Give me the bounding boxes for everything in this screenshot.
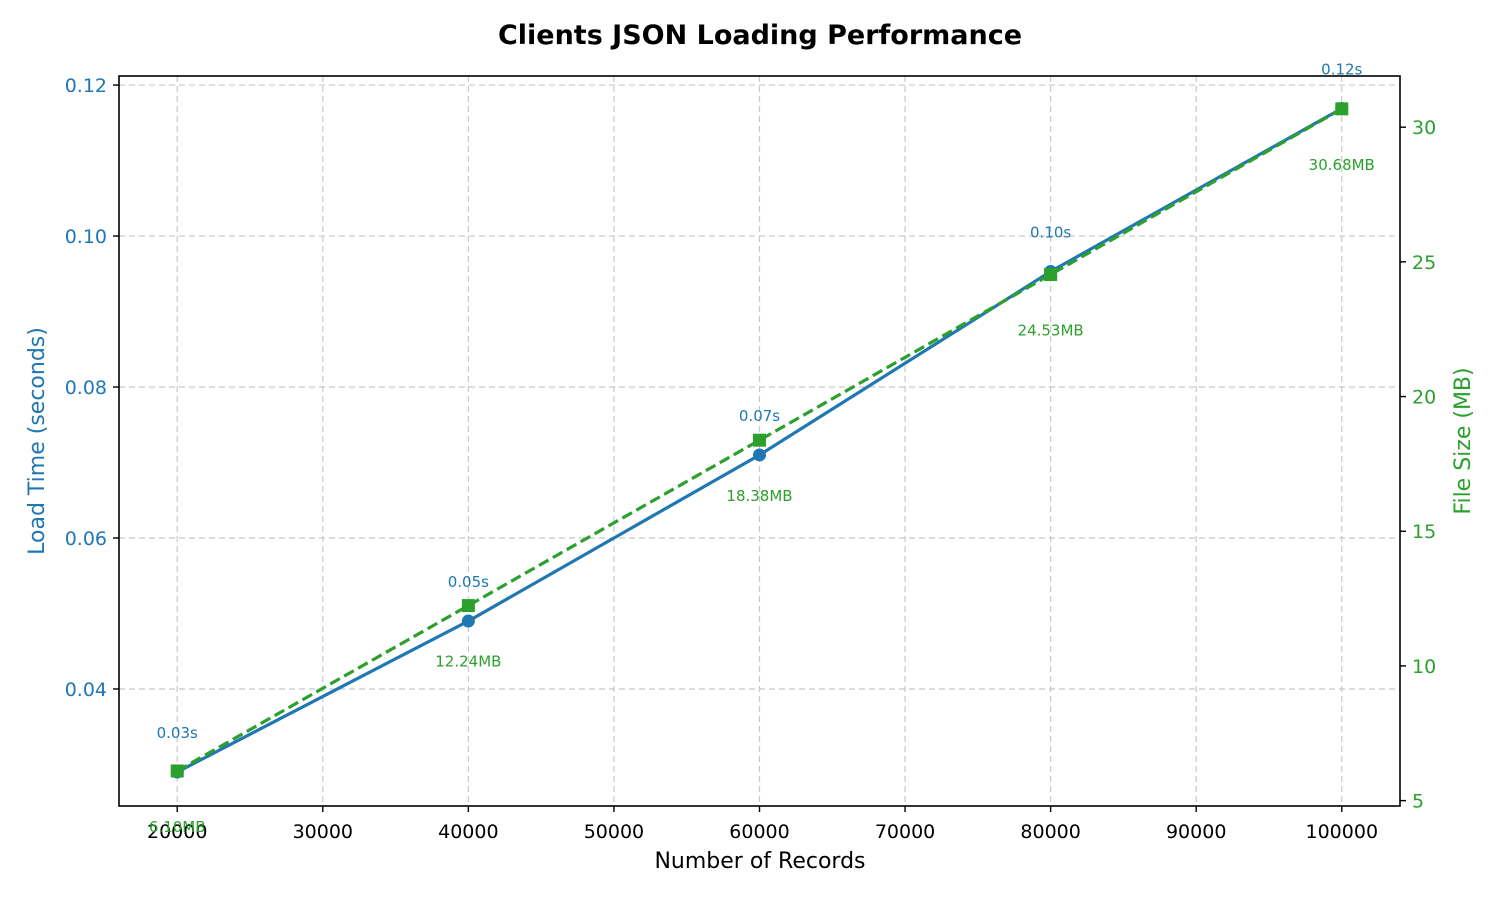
file-size-data-label: 18.38MB [726, 487, 792, 505]
labels-layer: 0.03s 0.05s 0.07s 0.10s 0.12s 6.10MB 12.24MB 18… [149, 60, 1375, 836]
file-size-point [461, 599, 475, 613]
x-tick-label: 100000 [1306, 821, 1379, 843]
y-left-tick-label: 0.10 [65, 226, 107, 248]
x-tick-label: 90000 [1166, 821, 1226, 843]
y-left-tick-label: 0.12 [65, 75, 107, 97]
load-time-point [461, 614, 475, 628]
x-axis: 20000 30000 40000 50000 60000 70000 80000 90000… [147, 806, 1378, 843]
file-size-data-label: 30.68MB [1309, 156, 1375, 174]
load-time-data-label: 0.03s [157, 724, 198, 742]
x-tick-label: 80000 [1020, 821, 1080, 843]
x-tick-label: 70000 [875, 821, 935, 843]
load-time-point [753, 448, 766, 462]
y-right-tick-label: 25 [1412, 252, 1436, 274]
y-right-tick-label: 10 [1412, 656, 1436, 678]
load-time-data-label: 0.05s [448, 573, 489, 591]
x-axis-label: Number of Records [654, 849, 865, 874]
y-left-tick-label: 0.06 [65, 528, 107, 550]
y-right-tick-label: 5 [1412, 791, 1424, 813]
x-tick-label: 30000 [293, 821, 353, 843]
x-tick-label: 50000 [584, 821, 644, 843]
file-size-point [1044, 268, 1058, 282]
x-tick-label: 60000 [729, 821, 789, 843]
load-time-data-label: 0.10s [1030, 224, 1071, 242]
y-axis-left-label: Load Time (seconds) [25, 327, 50, 555]
file-size-data-label: 6.10MB [149, 818, 206, 836]
load-time-data-label: 0.07s [739, 407, 780, 425]
y-left-tick-label: 0.04 [65, 679, 107, 701]
y-right-tick-label: 20 [1412, 387, 1436, 409]
y-right-tick-label: 15 [1412, 521, 1436, 543]
load-time-data-label: 0.12s [1321, 60, 1362, 78]
file-size-point [1335, 102, 1349, 116]
y-axis-left: 0.04 0.06 0.08 0.10 0.12 [65, 75, 119, 701]
grid [119, 76, 1400, 806]
plot-frame [118, 75, 1401, 807]
chart-title: Clients JSON Loading Performance [498, 20, 1022, 51]
y-axis-right: 5 10 15 20 25 30 [1400, 117, 1436, 813]
x-tick-label: 40000 [438, 821, 498, 843]
series-layer [170, 101, 1349, 779]
file-size-data-label: 24.53MB [1018, 322, 1084, 340]
file-size-point [753, 433, 766, 447]
file-size-point [170, 764, 184, 778]
file-size-data-label: 12.24MB [435, 653, 501, 671]
x-tick-label: 20000 [147, 821, 207, 843]
y-left-tick-label: 0.08 [65, 377, 107, 399]
y-right-tick-label: 30 [1412, 117, 1436, 139]
y-axis-right-label: File Size (MB) [1451, 367, 1476, 514]
